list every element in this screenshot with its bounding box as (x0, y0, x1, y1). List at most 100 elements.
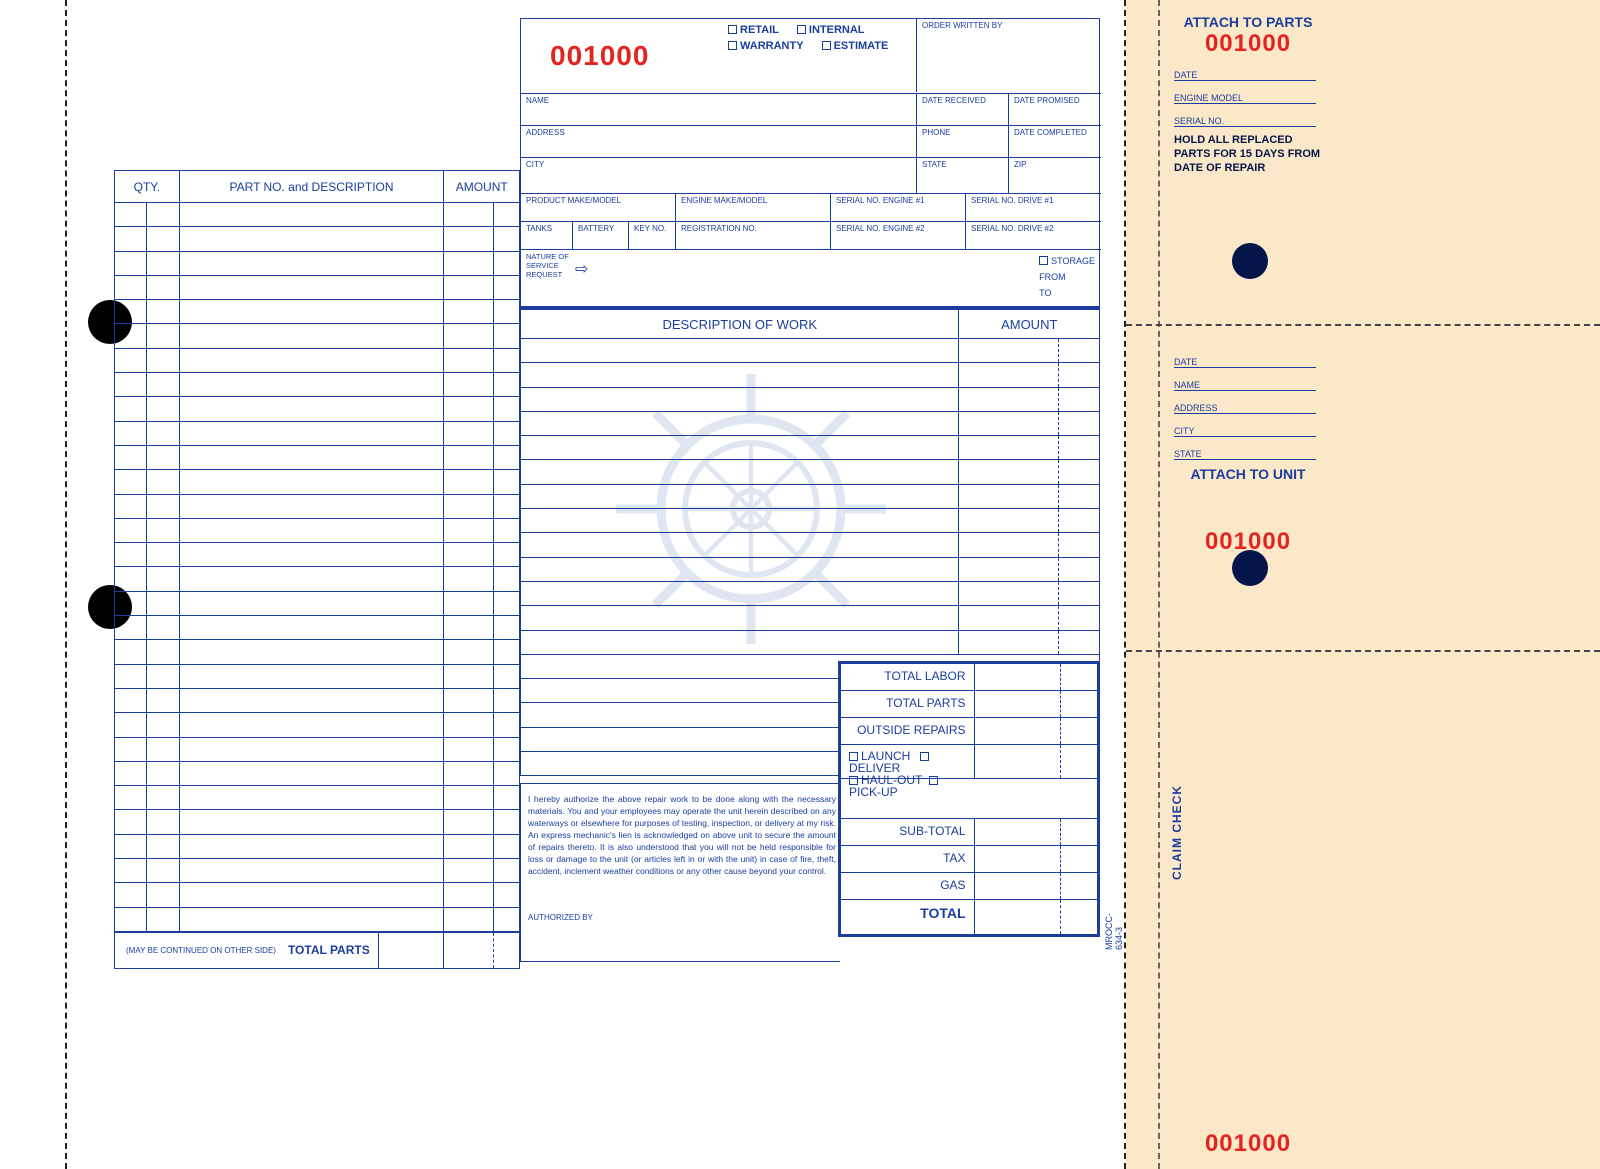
address-field[interactable]: ADDRESS (521, 126, 917, 157)
parts-row[interactable] (115, 713, 519, 737)
serial-e2-field[interactable]: SERIAL NO. ENGINE #2 (831, 222, 966, 249)
date-completed-field[interactable]: DATE COMPLETED (1009, 126, 1101, 157)
perforation-left (65, 0, 67, 1169)
parts-row[interactable] (115, 592, 519, 616)
work-row[interactable] (521, 460, 1099, 484)
parts-row[interactable] (115, 616, 519, 640)
tanks-field[interactable]: TANKS (521, 222, 573, 249)
work-row[interactable] (521, 631, 1099, 655)
work-desc-header: DESCRIPTION OF WORK (521, 310, 959, 338)
stub-state[interactable]: STATE (1174, 437, 1316, 460)
continued-note: (MAY BE CONTINUED ON OTHER SIDE) (126, 946, 276, 955)
parts-row[interactable] (115, 203, 519, 227)
subtotal-label: SUB-TOTAL (841, 819, 975, 845)
parts-row[interactable] (115, 689, 519, 713)
parts-row[interactable] (115, 252, 519, 276)
tax-label: TAX (841, 846, 975, 872)
stub-serial-field[interactable]: SERIAL NO. (1174, 104, 1316, 127)
nature-request-field[interactable]: NATURE OF SERVICE REQUEST ⇨ STORAGE FROM… (521, 250, 1101, 307)
serial-e1-field[interactable]: SERIAL NO. ENGINE #1 (831, 194, 966, 221)
stub-perforation-h2 (1126, 650, 1600, 652)
work-row[interactable] (521, 752, 839, 776)
stub-date-field[interactable]: DATE (1174, 58, 1316, 81)
parts-row[interactable] (115, 324, 519, 348)
work-row[interactable] (521, 485, 1099, 509)
work-row[interactable] (521, 679, 839, 703)
parts-row[interactable] (115, 810, 519, 834)
work-amt-header: AMOUNT (959, 310, 1099, 338)
work-row[interactable] (521, 363, 1099, 387)
total-labor-label: TOTAL LABOR (841, 664, 975, 690)
work-row[interactable] (521, 655, 839, 679)
stub-date2[interactable]: DATE (1174, 345, 1316, 368)
parts-row[interactable] (115, 762, 519, 786)
zip-field[interactable]: ZIP (1009, 158, 1101, 193)
state-field[interactable]: STATE (917, 158, 1009, 193)
parts-row[interactable] (115, 640, 519, 664)
parts-row[interactable] (115, 470, 519, 494)
parts-row[interactable] (115, 495, 519, 519)
work-row[interactable] (521, 606, 1099, 630)
delivery-options[interactable]: LAUNCH DELIVER HAUL-OUT PICK-UP (841, 745, 975, 778)
outside-repairs-label: OUTSIDE REPAIRS (841, 718, 975, 744)
phone-field[interactable]: PHONE (917, 126, 1009, 157)
parts-row[interactable] (115, 422, 519, 446)
stub-engine-field[interactable]: ENGINE MODEL (1174, 81, 1316, 104)
battery-field[interactable]: BATTERY (573, 222, 629, 249)
stub-city[interactable]: CITY (1174, 414, 1316, 437)
serial-d2-field[interactable]: SERIAL NO. DRIVE #2 (966, 222, 1101, 249)
serial-d1-field[interactable]: SERIAL NO. DRIVE #1 (966, 194, 1101, 221)
parts-stub: ATTACH TO PARTS 001000 DATE ENGINE MODEL… (1160, 14, 1336, 181)
work-row[interactable] (521, 728, 839, 752)
estimate-checkbox[interactable]: ESTIMATE (822, 40, 889, 52)
engine-field[interactable]: ENGINE MAKE/MODEL (676, 194, 831, 221)
date-received-field[interactable]: DATE RECEIVED (917, 94, 1009, 125)
date-promised-field[interactable]: DATE PROMISED (1009, 94, 1101, 125)
parts-row[interactable] (115, 373, 519, 397)
parts-row[interactable] (115, 908, 519, 932)
parts-row[interactable] (115, 835, 519, 859)
work-row[interactable] (521, 703, 839, 727)
parts-row[interactable] (115, 786, 519, 810)
col-qty-header: QTY. (115, 171, 180, 203)
work-row[interactable] (521, 509, 1099, 533)
total-label: TOTAL (841, 900, 975, 934)
name-field[interactable]: NAME (521, 94, 917, 125)
work-row[interactable] (521, 388, 1099, 412)
parts-row[interactable] (115, 883, 519, 907)
work-row[interactable] (521, 533, 1099, 557)
key-field[interactable]: KEY NO. (629, 222, 676, 249)
parts-row[interactable] (115, 349, 519, 373)
work-row[interactable] (521, 412, 1099, 436)
order-number: 001000 (550, 40, 649, 72)
work-row[interactable] (521, 339, 1099, 363)
parts-row[interactable] (115, 665, 519, 689)
col-amt-header: AMOUNT (444, 171, 519, 203)
parts-row[interactable] (115, 519, 519, 543)
reg-field[interactable]: REGISTRATION NO. (676, 222, 831, 249)
parts-row[interactable] (115, 567, 519, 591)
parts-row[interactable] (115, 276, 519, 300)
warranty-checkbox[interactable]: WARRANTY (728, 40, 804, 52)
city-field[interactable]: CITY (521, 158, 917, 193)
stub-address[interactable]: ADDRESS (1174, 391, 1316, 414)
product-field[interactable]: PRODUCT MAKE/MODEL (521, 194, 676, 221)
parts-stub-number: 001000 (1160, 30, 1336, 58)
work-row[interactable] (521, 558, 1099, 582)
internal-checkbox[interactable]: INTERNAL (797, 24, 865, 36)
parts-row[interactable] (115, 543, 519, 567)
parts-row[interactable] (115, 446, 519, 470)
parts-row[interactable] (115, 738, 519, 762)
parts-row[interactable] (115, 397, 519, 421)
totals-box: TOTAL LABOR TOTAL PARTS OUTSIDE REPAIRS … (838, 661, 1100, 937)
parts-row[interactable] (115, 300, 519, 324)
order-written-by-field[interactable]: ORDER WRITTEN BY (916, 18, 1100, 92)
main-form-area: QTY. PART NO. and DESCRIPTION AMOUNT TOT… (0, 0, 1124, 1169)
stub-name[interactable]: NAME (1174, 368, 1316, 391)
authorized-by-label: AUTHORIZED BY (528, 913, 593, 922)
retail-checkbox[interactable]: RETAIL (728, 24, 779, 36)
work-row[interactable] (521, 582, 1099, 606)
parts-row[interactable] (115, 859, 519, 883)
work-row[interactable] (521, 436, 1099, 460)
parts-row[interactable] (115, 227, 519, 251)
